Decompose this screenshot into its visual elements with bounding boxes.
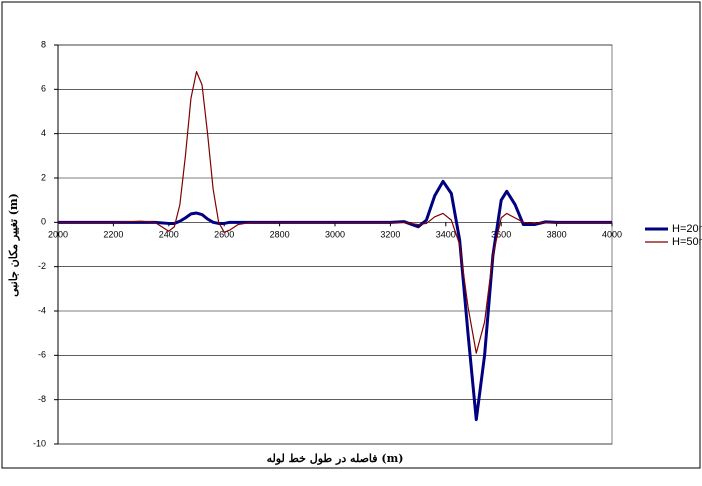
y-tick-label: -10 [33, 438, 46, 448]
y-tick-label: 6 [41, 84, 46, 94]
y-tick-label: -8 [38, 394, 46, 404]
x-tick-label: 3200 [380, 230, 400, 240]
y-axis-title: تغییر مکان جانبی (m) [7, 193, 20, 297]
x-tick-label: 2800 [270, 230, 290, 240]
x-tick-label: 3600 [491, 230, 511, 240]
x-tick-label: 3800 [547, 230, 567, 240]
y-tick-label: 4 [41, 128, 46, 138]
y-tick-label: 8 [41, 39, 46, 49]
y-tick-label: -4 [38, 305, 46, 315]
legend-label: H=50m [672, 236, 702, 248]
x-tick-label: 2600 [214, 230, 234, 240]
series-line [58, 70, 612, 354]
x-tick-label: 2400 [159, 230, 179, 240]
y-tick-label: 0 [41, 217, 46, 227]
x-tick-label: 4000 [602, 230, 622, 240]
x-tick-label: 2000 [48, 230, 68, 240]
x-axis-title: فاصله در طول خط لوله (m) [267, 452, 404, 465]
x-tick-label: 2200 [103, 230, 123, 240]
y-tick-label: 2 [41, 172, 46, 182]
legend-label: H=20m [672, 223, 702, 235]
chart-frame [1, 1, 701, 469]
x-tick-label: 3000 [325, 230, 345, 240]
y-tick-label: -2 [38, 261, 46, 271]
y-tick-label: -6 [38, 350, 46, 360]
x-tick-label: 3400 [436, 230, 456, 240]
